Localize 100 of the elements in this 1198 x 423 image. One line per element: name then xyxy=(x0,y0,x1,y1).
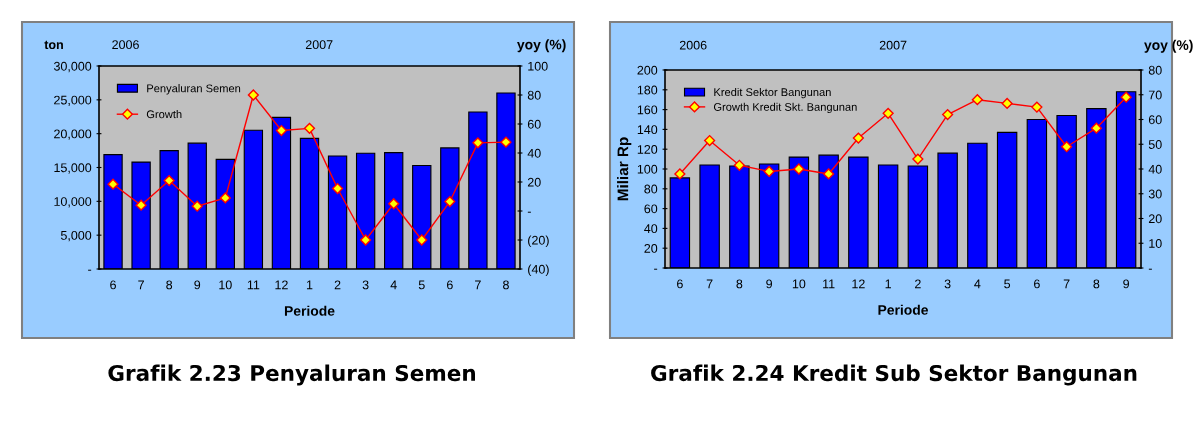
y2-tick-label: 40 xyxy=(1148,164,1162,174)
point xyxy=(674,168,686,180)
y2-tick-label: 20 xyxy=(1148,214,1162,224)
y2-tick-label: 60 xyxy=(527,119,541,129)
y2-tick-label: 50 xyxy=(1148,140,1162,149)
x-tick-label: 6 xyxy=(1034,279,1040,289)
point xyxy=(219,192,231,204)
legend-label: Kredit Sektor Bangunan xyxy=(714,87,831,99)
legend-label: Growth Kredit Skt. Bangunan xyxy=(713,102,857,114)
y2-tick-label: 80 xyxy=(527,90,541,100)
x-tick-label: 12 xyxy=(852,279,865,289)
x-tick-label: 2 xyxy=(334,280,341,290)
point xyxy=(852,132,864,144)
x-tick-label: 11 xyxy=(823,279,835,289)
y-tick-label: 120 xyxy=(637,145,658,154)
text: 2006 xyxy=(679,40,707,50)
x-tick-label: 7 xyxy=(1063,279,1070,289)
y2-axis-title: yoy (%) xyxy=(1144,39,1193,53)
y-axis-title: Miliar Rp xyxy=(617,137,632,201)
y2-tick-label: 10 xyxy=(1149,239,1162,248)
y2-tick-label: (20) xyxy=(528,235,549,248)
y-tick-label: 20,000 xyxy=(54,129,92,140)
x-tick-label: 8 xyxy=(166,280,173,290)
x-tick-label: 2 xyxy=(915,279,921,289)
x-tick-label: 9 xyxy=(194,280,201,290)
point xyxy=(1001,97,1013,110)
x-tick-label: 3 xyxy=(362,280,369,290)
point xyxy=(1090,122,1102,134)
y-tick-label: 30,000 xyxy=(53,61,92,73)
legend-label: Growth xyxy=(146,110,182,119)
y-tick-label: 20 xyxy=(644,244,658,253)
point xyxy=(331,182,344,195)
legend-label: Penyaluran Semen xyxy=(147,84,241,95)
point xyxy=(416,234,428,246)
point xyxy=(733,159,745,171)
point xyxy=(1061,141,1073,153)
text: 2006 xyxy=(112,40,139,50)
x-tick-label: 9 xyxy=(766,279,773,289)
text: Grafik 2.23 Penyaluran Semen xyxy=(108,364,476,386)
text: 2007 xyxy=(305,40,333,50)
point xyxy=(942,108,954,121)
y2-tick-label: 40 xyxy=(527,148,541,158)
y2-axis-title: yoy (%) xyxy=(517,39,566,53)
point xyxy=(763,165,775,178)
point xyxy=(823,168,835,180)
y-tick-label: 100 xyxy=(637,164,658,174)
x-tick-label: 4 xyxy=(974,279,981,289)
y-tick-label: - xyxy=(654,268,658,270)
y2-tick-label: 100 xyxy=(528,61,548,71)
point xyxy=(360,234,372,246)
x-tick-label: 7 xyxy=(138,280,144,290)
point xyxy=(135,199,147,211)
y2-tick-label: - xyxy=(527,211,531,213)
x-tick-label: 1 xyxy=(306,280,313,290)
y-tick-label: 80 xyxy=(644,184,658,194)
point xyxy=(882,107,894,119)
y2-tick-label: 70 xyxy=(1148,90,1162,100)
point xyxy=(1031,101,1043,113)
x-tick-label: 1 xyxy=(885,279,891,289)
point xyxy=(163,174,175,187)
y-tick-label: - xyxy=(88,269,92,271)
x-axis-title: Periode xyxy=(878,304,928,315)
point xyxy=(472,137,484,149)
y2-tick-label: 20 xyxy=(527,177,541,187)
y-tick-label: 180 xyxy=(637,85,658,95)
y2-tick-label: 30 xyxy=(1148,189,1162,199)
text: 2007 xyxy=(879,40,907,50)
point xyxy=(704,134,716,147)
y-tick-label: 10,000 xyxy=(54,197,92,208)
point xyxy=(247,89,259,101)
x-tick-label: 11 xyxy=(247,280,260,290)
x-tick-label: 12 xyxy=(275,280,288,290)
point xyxy=(971,94,983,106)
x-tick-label: 7 xyxy=(706,279,713,289)
point xyxy=(500,136,512,148)
y-tick-label: 200 xyxy=(637,65,658,75)
point xyxy=(107,178,119,190)
point xyxy=(191,200,203,212)
x-tick-label: 6 xyxy=(677,279,683,289)
y-tick-label: 25,000 xyxy=(54,95,92,106)
point xyxy=(444,195,456,208)
x-tick-label: 4 xyxy=(390,280,397,290)
x-tick-label: 5 xyxy=(418,280,425,290)
x-tick-label: 8 xyxy=(1093,279,1100,289)
x-tick-label: 6 xyxy=(110,280,116,290)
y-tick-label: 15,000 xyxy=(54,163,92,174)
y-tick-label: 140 xyxy=(637,125,658,135)
y-tick-label: 40 xyxy=(644,224,658,234)
y2-tick-label: 80 xyxy=(1148,65,1162,75)
point xyxy=(912,153,924,165)
x-tick-label: 6 xyxy=(446,280,453,290)
point xyxy=(275,124,288,137)
text: Grafik 2.24 Kredit Sub Sektor Bangunan xyxy=(651,364,1137,386)
point xyxy=(388,198,400,210)
x-tick-label: 9 xyxy=(1123,279,1130,289)
x-axis-title: Periode xyxy=(284,305,335,316)
point xyxy=(303,122,316,134)
y2-tick-label: (40) xyxy=(528,264,549,277)
x-tick-label: 8 xyxy=(503,280,509,290)
x-tick-label: 7 xyxy=(475,280,481,290)
